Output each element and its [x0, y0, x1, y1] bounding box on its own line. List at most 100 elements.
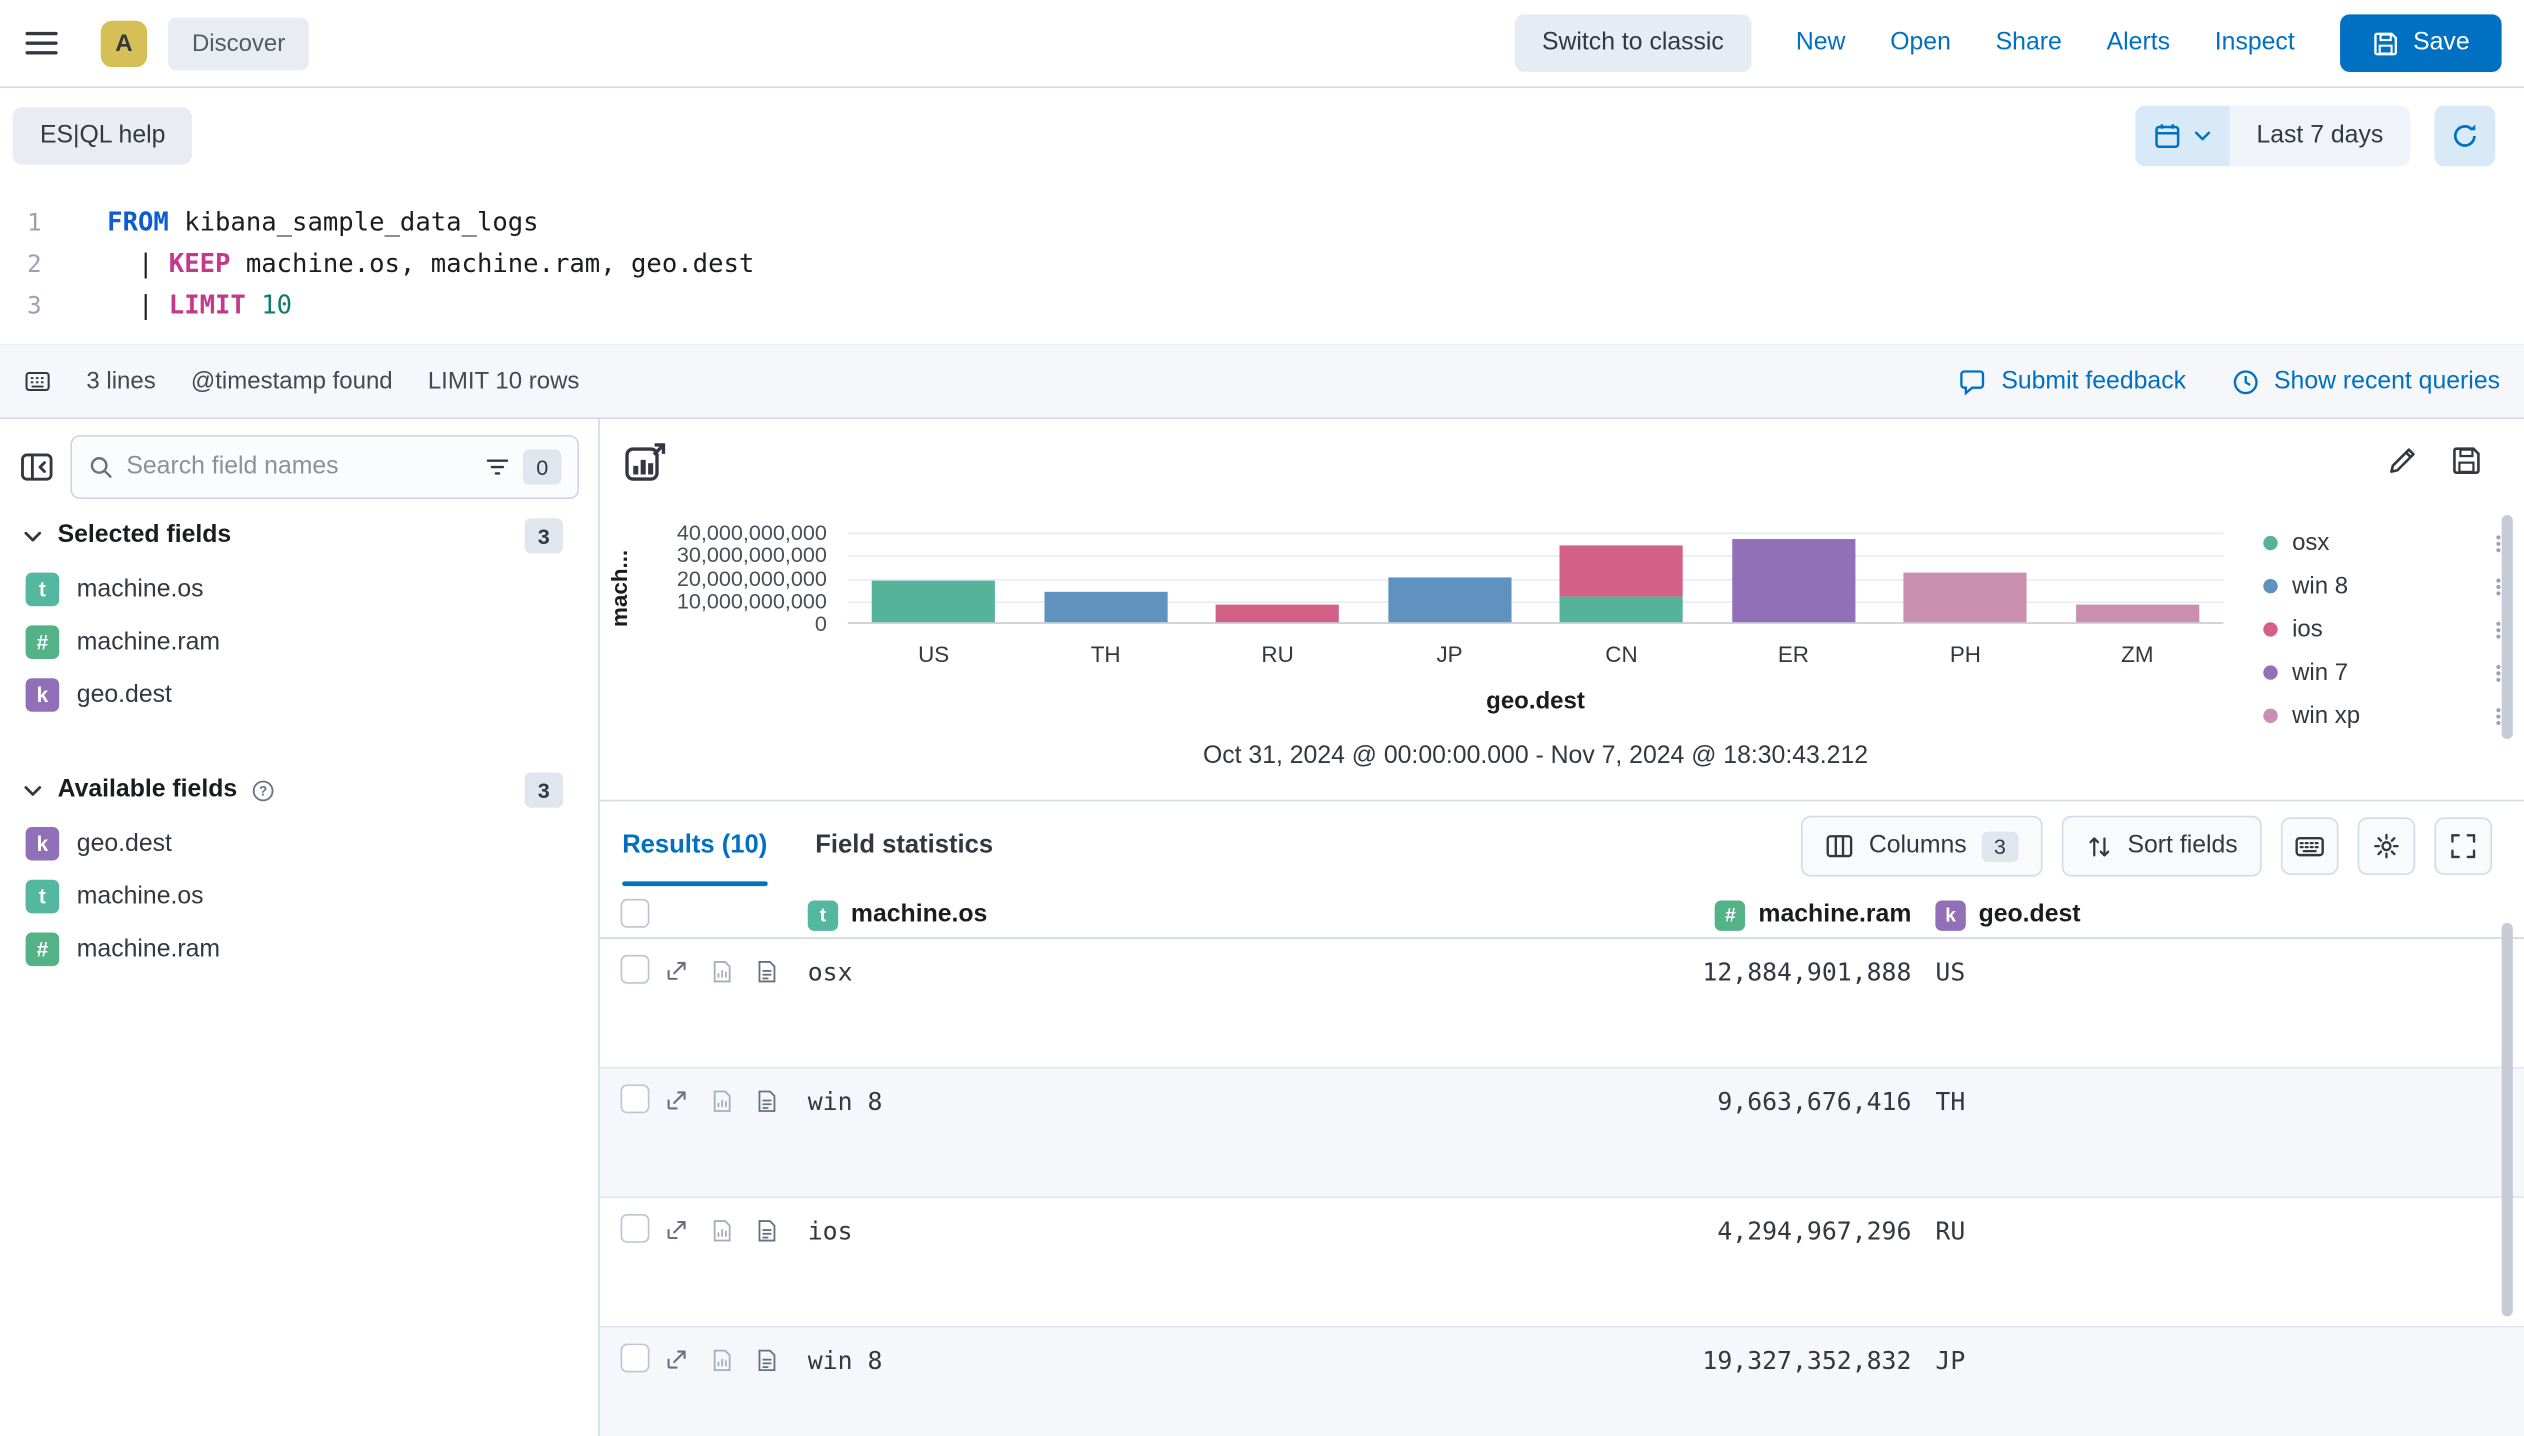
time-range-value[interactable]: Last 7 days	[2229, 105, 2411, 167]
x-axis-tick-label: JP	[1436, 641, 1463, 667]
field-list-sidebar: Search field names 0 Selected fields 3 t…	[0, 419, 600, 1436]
available-fields-header[interactable]: Available fields ? 3	[22, 772, 575, 808]
doc-chart-icon	[713, 1090, 731, 1112]
bar-segment-osx	[1559, 597, 1684, 623]
menu-icon[interactable]	[22, 24, 60, 62]
sort-fields-button[interactable]: Sort fields	[2061, 815, 2262, 877]
bar-group-TH[interactable]	[1020, 533, 1192, 623]
legend-label: win xp	[2292, 702, 2361, 730]
sort-icon	[2089, 836, 2110, 856]
table-row: win 8 9,663,676,416 TH	[599, 1068, 2524, 1199]
switch-to-classic-button[interactable]: Switch to classic	[1514, 14, 1752, 72]
row-checkbox[interactable]	[620, 1214, 650, 1243]
chart-time-range: Oct 31, 2024 @ 00:00:00.000 - Nov 7, 202…	[1202, 742, 1869, 770]
cell-machine-ram: 12,884,901,888	[1702, 958, 1912, 987]
show-recent-queries-link[interactable]: Show recent queries	[2231, 367, 2500, 396]
legend-item-win-8[interactable]: win 8	[2263, 565, 2506, 608]
save-chart-button[interactable]	[2450, 445, 2482, 477]
new-button[interactable]: New	[1795, 28, 1846, 56]
field-type-token: #	[1715, 899, 1746, 931]
columns-button[interactable]: Columns 3	[1801, 815, 2043, 877]
row-doc-view-button[interactable]	[755, 960, 779, 984]
field-name: machine.ram	[76, 627, 221, 655]
submit-feedback-link[interactable]: Submit feedback	[1958, 367, 2186, 396]
quick-select-date-button[interactable]	[2134, 105, 2230, 167]
selected-fields-header[interactable]: Selected fields 3	[22, 518, 575, 554]
bar-group-JP[interactable]	[1364, 533, 1536, 623]
collapse-sidebar-button[interactable]	[19, 449, 54, 484]
row-doc-view-button[interactable]	[755, 1219, 779, 1243]
legend-item-win-7[interactable]: win 7	[2263, 651, 2506, 694]
space-avatar[interactable]: A	[100, 19, 148, 67]
field-item-machine.ram[interactable]: # machine.ram	[19, 616, 579, 669]
row-doc-chart-button[interactable]	[710, 960, 734, 984]
editor-footer: 3 lines @timestamp found LIMIT 10 rows S…	[0, 343, 2524, 420]
page-scrollbar-thumb[interactable]	[2501, 515, 2513, 739]
bar-group-RU[interactable]	[1192, 533, 1364, 623]
column-header-geo-dest[interactable]: k geo.dest	[1935, 891, 2081, 939]
field-item-geo.dest[interactable]: k geo.dest	[19, 817, 579, 870]
field-item-machine.ram[interactable]: # machine.ram	[19, 923, 579, 976]
code-text: | KEEP machine.os, machine.ram, geo.dest	[107, 247, 755, 279]
bar-group-ZM[interactable]	[2051, 533, 2223, 623]
row-doc-chart-button[interactable]	[710, 1219, 734, 1243]
row-checkbox[interactable]	[620, 954, 650, 984]
refresh-icon	[2453, 124, 2476, 147]
field-item-geo.dest[interactable]: k geo.dest	[19, 669, 579, 722]
field-item-machine.os[interactable]: t machine.os	[19, 563, 579, 616]
open-button[interactable]: Open	[1890, 28, 1951, 56]
bar-group-PH[interactable]	[1879, 533, 2051, 623]
row-doc-chart-button[interactable]	[710, 1089, 734, 1113]
search-input[interactable]: Search field names 0	[70, 435, 580, 500]
legend-item-ios[interactable]: ios	[2263, 608, 2506, 651]
svg-text:?: ?	[259, 783, 267, 798]
fullscreen-button[interactable]	[2434, 817, 2493, 875]
stacked-bar-chart[interactable]	[847, 532, 2224, 624]
expand-row-button[interactable]	[664, 1088, 690, 1114]
row-checkbox[interactable]	[620, 1343, 650, 1373]
grid-scrollbar-thumb[interactable]	[2501, 922, 2513, 1317]
legend-actions-icon[interactable]	[2490, 572, 2506, 601]
field-item-machine.os[interactable]: t machine.os	[19, 870, 579, 923]
cell-machine-os: osx	[807, 958, 853, 987]
legend-actions-icon[interactable]	[2490, 529, 2506, 558]
tab-field-statistics[interactable]: Field statistics	[815, 831, 994, 859]
bar-group-CN[interactable]	[1536, 533, 1708, 623]
legend-item-win-xp[interactable]: win xp	[2263, 694, 2506, 737]
filter-fields-button[interactable]	[485, 454, 511, 480]
select-all-checkbox[interactable]	[620, 898, 650, 928]
legend-item-osx[interactable]: osx	[2263, 521, 2506, 564]
row-doc-view-button[interactable]	[755, 1089, 779, 1113]
row-doc-chart-button[interactable]	[710, 1348, 734, 1372]
expand-row-button[interactable]	[664, 958, 690, 984]
legend-actions-icon[interactable]	[2490, 615, 2506, 644]
tab-results[interactable]: Results (10)	[622, 801, 767, 891]
edit-chart-button[interactable]	[2386, 445, 2418, 477]
inspect-button[interactable]: Inspect	[2214, 28, 2295, 56]
expand-row-button[interactable]	[664, 1347, 690, 1373]
help-icon[interactable]: ?	[252, 778, 276, 802]
breadcrumb[interactable]: Discover	[167, 16, 310, 70]
esql-help-button[interactable]: ES|QL help	[12, 107, 193, 165]
legend-actions-icon[interactable]	[2490, 658, 2506, 687]
keyboard-shortcuts-button[interactable]	[2280, 817, 2339, 875]
legend-label: ios	[2292, 615, 2323, 643]
share-button[interactable]: Share	[1995, 28, 2062, 56]
expand-row-button[interactable]	[664, 1217, 690, 1243]
legend-actions-icon[interactable]	[2490, 701, 2506, 730]
column-header-machine-os[interactable]: t machine.os	[807, 891, 987, 939]
bar-group-ER[interactable]	[1707, 533, 1879, 623]
row-doc-view-button[interactable]	[755, 1348, 779, 1372]
row-checkbox[interactable]	[620, 1084, 650, 1114]
column-header-machine-ram[interactable]: # machine.ram	[1432, 891, 1911, 939]
refresh-button[interactable]	[2434, 105, 2496, 167]
edit-visualization-button[interactable]	[622, 438, 670, 486]
cell-geo-dest: JP	[1935, 1346, 1966, 1376]
display-options-button[interactable]	[2357, 817, 2416, 875]
esql-editor[interactable]: 1 FROM kibana_sample_data_logs 2 | KEEP ma…	[0, 183, 2524, 344]
alerts-button[interactable]: Alerts	[2106, 28, 2170, 56]
field-name: machine.os	[76, 882, 204, 910]
bar-group-US[interactable]	[848, 533, 1020, 623]
save-button[interactable]: Save	[2339, 14, 2502, 72]
